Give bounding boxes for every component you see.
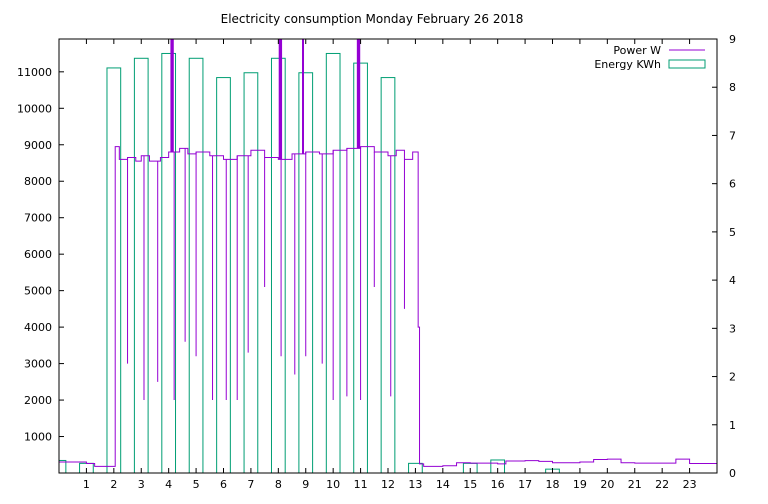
x-tick-label: 18 [546, 478, 560, 491]
y-left-tick-label: 9000 [24, 139, 52, 152]
x-tick-label: 3 [138, 478, 145, 491]
energy-bar [133, 57, 149, 474]
energy-bar [243, 72, 259, 474]
energy-bars [58, 52, 560, 474]
y-right-tick-label: 3 [729, 322, 736, 335]
chart-title: Electricity consumption Monday February … [221, 12, 524, 26]
x-tick-label: 20 [600, 478, 614, 491]
energy-bar [106, 67, 122, 474]
x-tick-label: 7 [247, 478, 254, 491]
y-left-tick-label: 6000 [24, 248, 52, 261]
y-right-tick-label: 5 [729, 226, 736, 239]
x-tick-label: 1 [83, 478, 90, 491]
power-line [59, 39, 717, 467]
x-tick-label: 22 [655, 478, 669, 491]
legend: Power W Energy KWh [594, 44, 706, 71]
x-tick-label: 19 [573, 478, 587, 491]
x-tick-label: 11 [354, 478, 368, 491]
y-left-tick-label: 1000 [24, 431, 52, 444]
x-tick-label: 10 [326, 478, 340, 491]
x-tick-label: 8 [275, 478, 282, 491]
x-tick-label: 13 [408, 478, 422, 491]
x-tick-label: 2 [110, 478, 117, 491]
y-left-tick-label: 7000 [24, 212, 52, 225]
x-tick-label: 17 [518, 478, 532, 491]
legend-swatch-energy [668, 59, 706, 69]
x-tick-label: 5 [193, 478, 200, 491]
y-right-tick-label: 7 [729, 129, 736, 142]
x-tick-label: 14 [436, 478, 450, 491]
y-left-tick-label: 3000 [24, 358, 52, 371]
y-left-tick-label: 10000 [17, 102, 52, 115]
x-tick-label: 4 [165, 478, 172, 491]
y-right-tick-label: 0 [729, 467, 736, 480]
y-right-tick-label: 8 [729, 81, 736, 94]
y-left-tick-label: 4000 [24, 321, 52, 334]
x-tick-label: 16 [491, 478, 505, 491]
y-right-tick-label: 1 [729, 419, 736, 432]
y-left-tick-label: 11000 [17, 66, 52, 79]
y-right-tick-label: 2 [729, 371, 736, 384]
y-left-tick-label: 2000 [24, 394, 52, 407]
y-right-tick-label: 6 [729, 178, 736, 191]
y-left-tick-label: 8000 [24, 175, 52, 188]
x-tick-label: 23 [683, 478, 697, 491]
x-tick-label: 9 [302, 478, 309, 491]
y-left-tick-label: 5000 [24, 285, 52, 298]
x-tick-label: 6 [220, 478, 227, 491]
x-tick-label: 15 [463, 478, 477, 491]
energy-bar [216, 77, 231, 474]
x-tick-label: 21 [628, 478, 642, 491]
y-right-tick-label: 9 [729, 33, 736, 46]
energy-bar [270, 57, 286, 474]
x-tick-label: 12 [381, 478, 395, 491]
energy-bar [380, 77, 396, 474]
legend-label-energy: Energy KWh [594, 58, 661, 71]
axes: 1 2 3 4 5 6 7 8 9 10 11 12 13 14 15 16 17 18 19 20 21 22 23100… [17, 33, 736, 491]
y-right-tick-label: 4 [729, 274, 736, 287]
legend-label-power: Power W [613, 44, 661, 57]
